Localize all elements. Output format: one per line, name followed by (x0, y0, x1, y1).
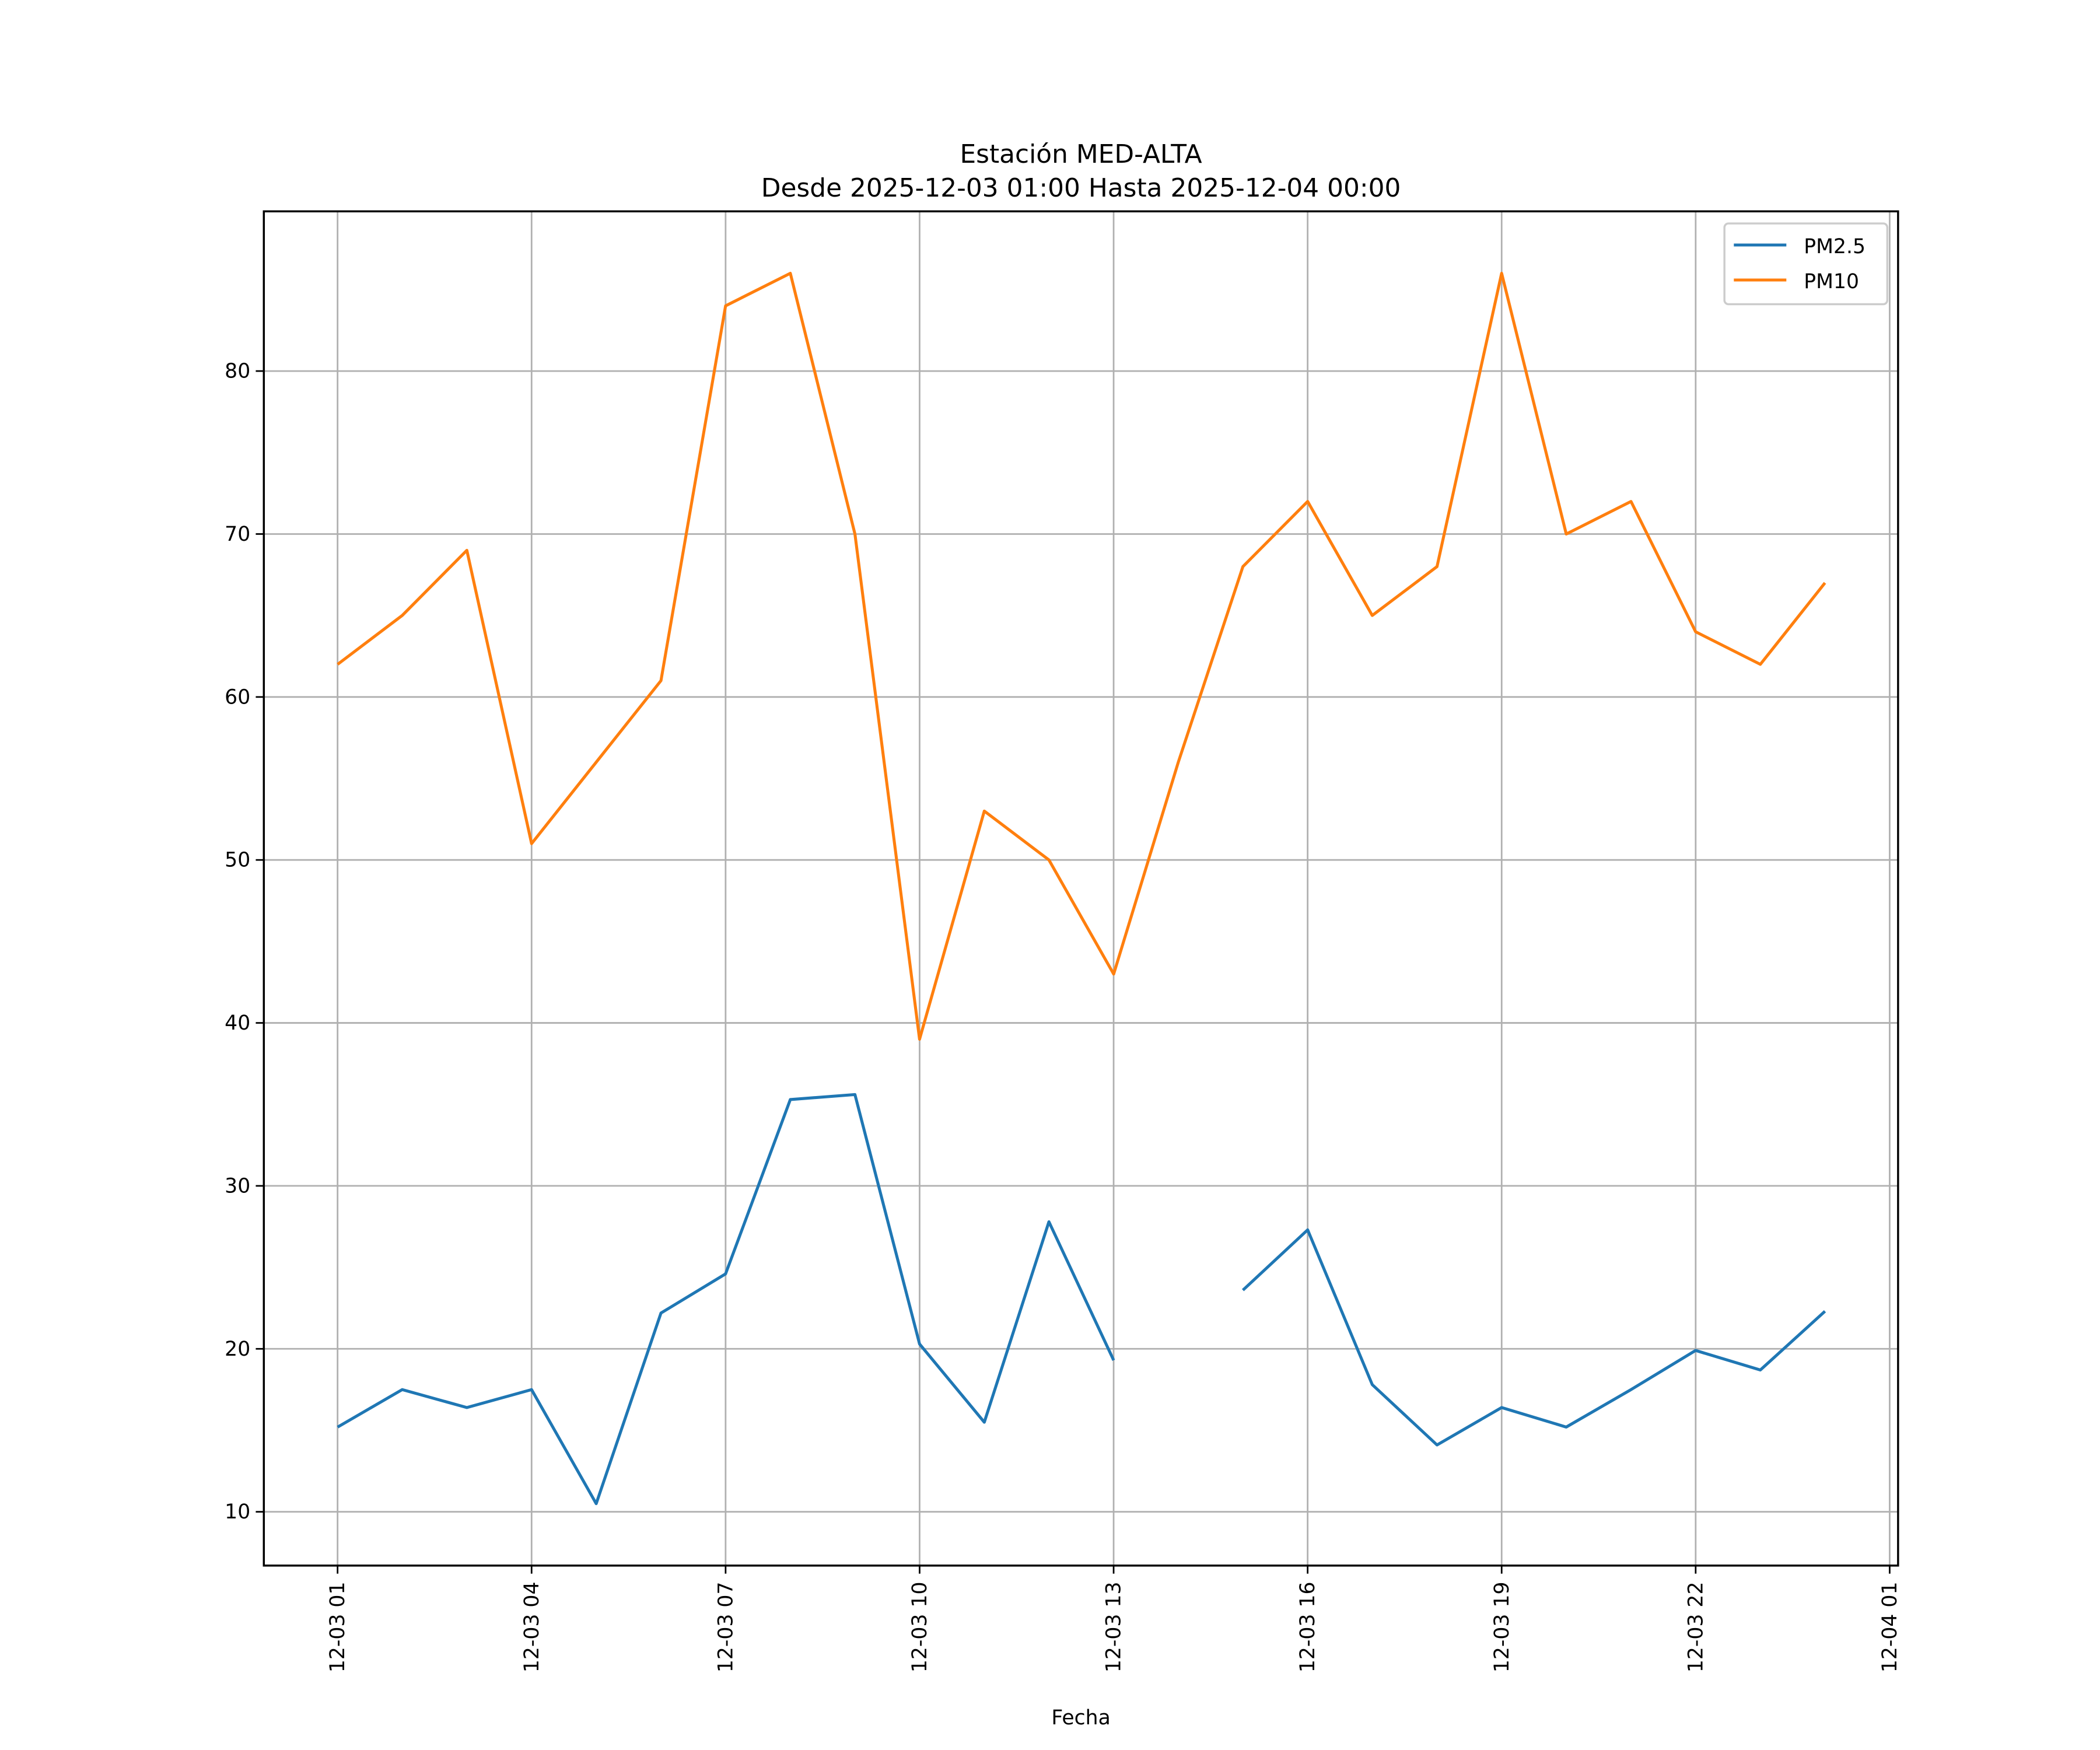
grid (264, 211, 1898, 1566)
x-tick-label: 12-04 01 (1878, 1582, 1902, 1673)
legend-label-pm25: PM2.5 (1804, 235, 1866, 258)
legend: PM2.5 PM10 (1723, 222, 1889, 306)
x-tick-label: 12-03 19 (1490, 1582, 1514, 1673)
series-line-pm25 (1241, 1228, 1826, 1447)
y-tick-label: 50 (225, 849, 250, 872)
x-axis-label: Fecha (1051, 1706, 1110, 1730)
legend-label-pm10: PM10 (1804, 270, 1859, 293)
chart-subtitle: Desde 2025-12-03 01:00 Hasta 2025-12-04 … (761, 173, 1401, 203)
x-tick-label: 12-03 01 (326, 1582, 349, 1673)
y-tick-label: 40 (225, 1012, 250, 1035)
x-tick-label: 12-03 13 (1102, 1582, 1126, 1673)
x-tick-label: 12-03 07 (714, 1582, 737, 1673)
y-tick-label: 20 (225, 1338, 250, 1361)
chart-title: Estación MED-ALTA (960, 139, 1202, 169)
y-tick-label: 30 (225, 1174, 250, 1198)
series-line-pm10 (337, 271, 1826, 1041)
series-lines (337, 271, 1826, 1506)
series-line-pm25 (337, 1093, 1115, 1506)
y-tick-label: 10 (225, 1500, 250, 1524)
axis-ticks: 12-03 01 12-03 04 12-03 07 12-03 10 12-03 13… (225, 360, 1902, 1673)
x-tick-label: 12-03 10 (908, 1582, 932, 1673)
plot-frame (262, 210, 1899, 1567)
y-tick-label: 80 (225, 360, 250, 383)
x-tick-label: 12-03 04 (520, 1582, 544, 1673)
y-tick-label: 60 (225, 685, 250, 709)
y-tick-label: 70 (225, 523, 250, 546)
x-tick-label: 12-03 22 (1684, 1582, 1707, 1673)
x-tick-label: 12-03 16 (1296, 1582, 1320, 1673)
